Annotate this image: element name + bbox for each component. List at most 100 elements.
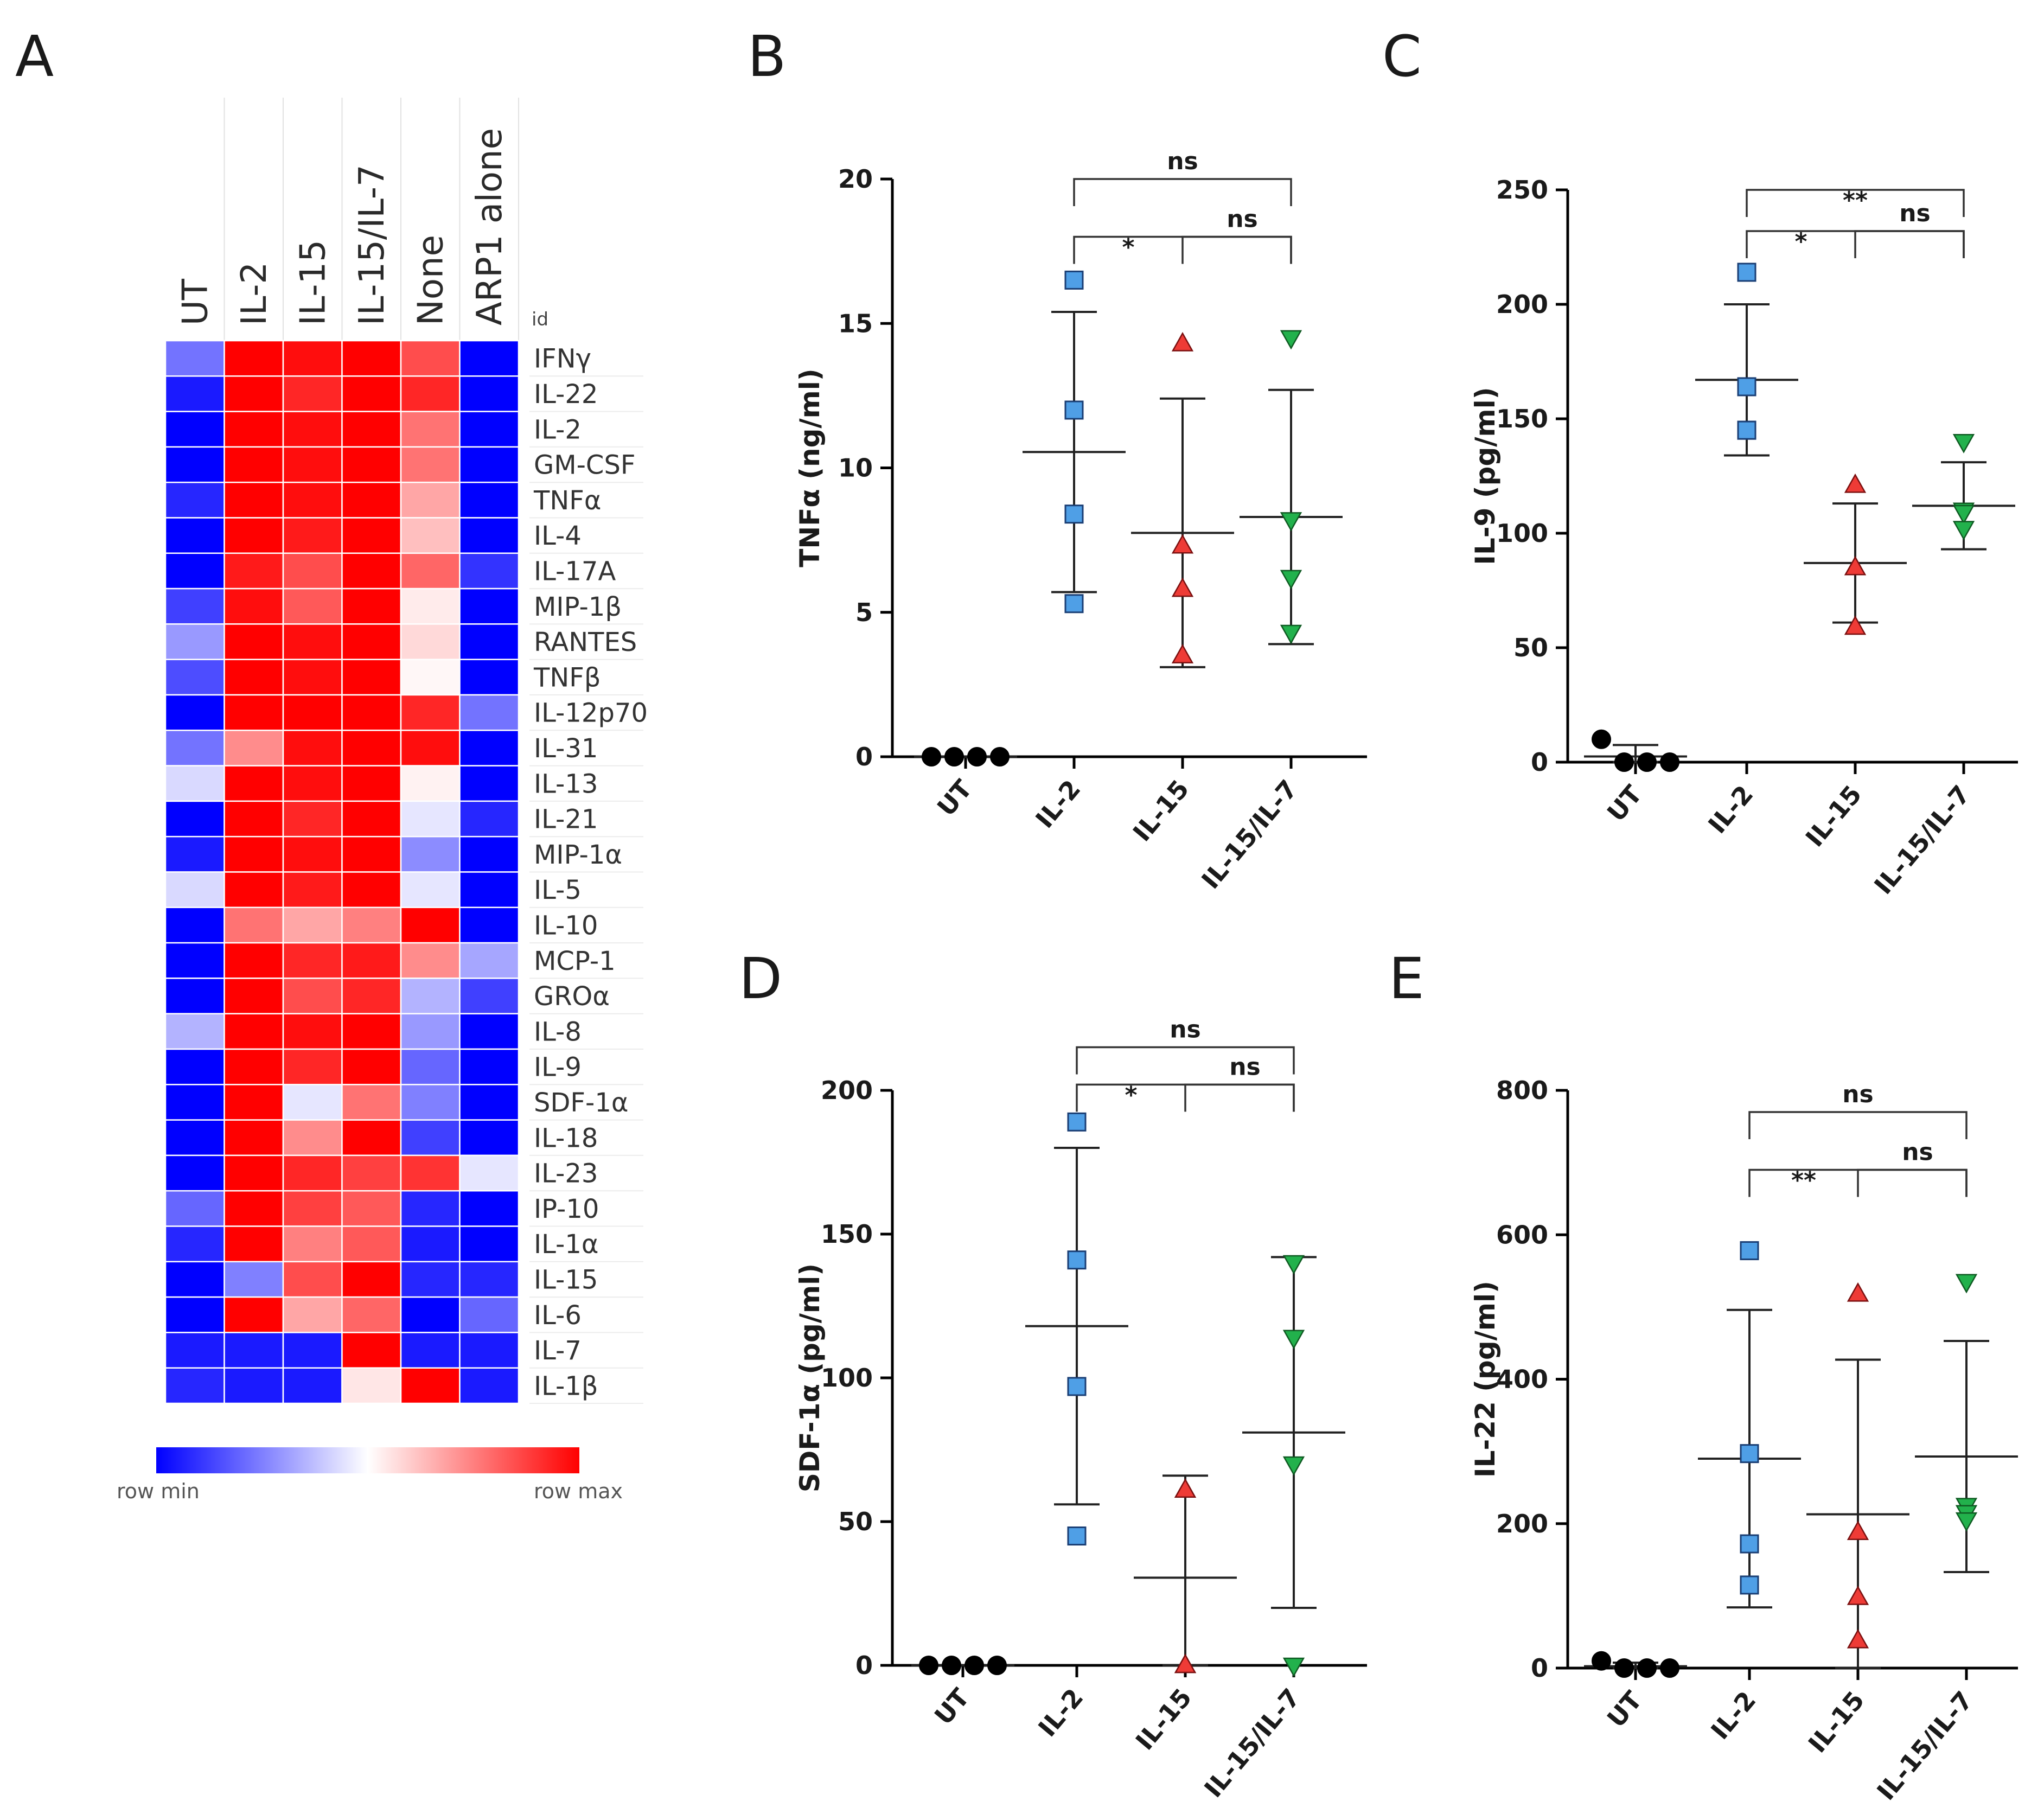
heatmap-row-label: IL-9 (534, 1052, 582, 1083)
heatmap-cell (164, 1261, 225, 1298)
data-point (1952, 504, 1975, 525)
heatmap-row-label: IL-6 (534, 1300, 582, 1331)
heatmap: UT IL-2 IL-15 IL-15/IL-7 None ARP1 alone… (117, 98, 648, 1503)
heatmap-row-label: IL-13 (534, 769, 598, 799)
heatmap-cell (341, 1296, 402, 1333)
data-point (1064, 504, 1084, 524)
heatmap-cell (341, 1367, 402, 1404)
heatmap-cell (400, 800, 461, 838)
heatmap-cell (341, 481, 402, 519)
heatmap-cell (400, 1261, 461, 1298)
y-tick-label: 0 (855, 1651, 873, 1680)
heatmap-cell (400, 1367, 461, 1404)
data-point (1280, 330, 1302, 350)
heatmap-cell (341, 694, 402, 731)
heatmap-cell (459, 340, 520, 377)
heatmap-cell (164, 517, 225, 554)
data-point (1171, 331, 1194, 352)
heatmap-cell (400, 1084, 461, 1121)
heatmap-cell (223, 1225, 284, 1263)
data-point (1067, 1112, 1087, 1132)
heatmap-cell (400, 765, 461, 802)
heatmap-cell (459, 835, 520, 873)
heatmap-cell (341, 942, 402, 979)
heatmap-row-label: IFNγ (534, 344, 591, 374)
heatmap-cell (459, 1119, 520, 1157)
heatmap-row-label: IL-18 (534, 1123, 598, 1153)
heatmap-cell (282, 552, 343, 590)
heatmap-row-labels: IFNγ IL-22 IL-2 GM-CSF TNFα IL-4 IL-17A MIP-1β R… (529, 344, 648, 1404)
data-point (1844, 615, 1867, 635)
heatmap-cell (223, 730, 284, 767)
data-point (1952, 521, 1975, 541)
y-tick-label: 250 (1496, 175, 1548, 205)
data-point (1067, 1250, 1087, 1270)
data-point (964, 1656, 984, 1675)
heatmap-cell (459, 1296, 520, 1333)
heatmap-cell (341, 340, 402, 377)
heatmap-cell (459, 1225, 520, 1263)
heatmap-cell (282, 835, 343, 873)
heatmap-cell (400, 1190, 461, 1227)
data-point (1171, 577, 1194, 597)
heatmap-cell (164, 1190, 225, 1227)
heatmap-row-label: IL-17A (534, 556, 616, 586)
heatmap-cell (282, 411, 343, 448)
heatmap-cell (223, 800, 284, 838)
heatmap-cell (459, 623, 520, 660)
heatmap-cell (400, 978, 461, 1014)
heatmap-cell (341, 800, 402, 838)
heatmap-cell (400, 517, 461, 554)
heatmap-cell (459, 1013, 520, 1050)
heatmap-cell (459, 446, 520, 483)
data-point (1171, 534, 1194, 554)
data-point (1740, 1444, 1759, 1464)
data-point (1660, 752, 1679, 772)
panel-letter-d: D (739, 946, 782, 1012)
data-point (1592, 729, 1611, 749)
heatmap-cell (282, 375, 343, 412)
data-point (1614, 1658, 1634, 1678)
heatmap-cell (400, 835, 461, 873)
heatmap-cell (459, 871, 520, 909)
significance-label: ns (1229, 1053, 1261, 1081)
heatmap-cell (459, 800, 520, 838)
heatmap-cell (400, 340, 461, 377)
heatmap-row-label: SDF-1α (534, 1088, 629, 1118)
heatmap-cell (164, 659, 225, 696)
heatmap-cell (459, 1261, 520, 1298)
heatmap-row-label: MCP-1 (534, 946, 616, 976)
heatmap-cell (282, 730, 343, 767)
data-point (1174, 1653, 1197, 1674)
heatmap-cell (164, 765, 225, 802)
y-tick-label: 800 (1496, 1076, 1548, 1105)
heatmap-cell (223, 517, 284, 554)
heatmap-cell (164, 340, 225, 377)
heatmap-cell (223, 375, 284, 412)
heatmap-cell (400, 1296, 461, 1333)
heatmap-cell (223, 587, 284, 625)
heatmap-cell (341, 1190, 402, 1227)
heatmap-cell (223, 942, 284, 979)
heatmap-cell (164, 587, 225, 625)
significance-bracket (1073, 178, 1292, 206)
heatmap-cell (400, 694, 461, 731)
heatmap-cell (341, 1225, 402, 1263)
heatmap-cell (400, 1225, 461, 1263)
heatmap-cell (400, 1048, 461, 1085)
heatmap-cell (341, 411, 402, 448)
heatmap-row-label: IL-7 (534, 1336, 582, 1366)
heatmap-row-label: IL-31 (534, 733, 598, 764)
heatmap-cell (341, 446, 402, 483)
y-tick-label: 600 (1496, 1220, 1548, 1249)
data-point (1844, 473, 1867, 493)
data-point (1637, 752, 1657, 772)
heatmap-cell (341, 1084, 402, 1121)
y-axis-title: SDF-1α (pg/ml) (794, 1263, 826, 1492)
y-axis-title: IL-22 (pg/ml) (1470, 1281, 1501, 1478)
significance-label: ns (1902, 1138, 1933, 1166)
heatmap-column-labels: UT IL-2 IL-15 IL-15/IL-7 None ARP1 alone (175, 128, 510, 325)
data-point (942, 1656, 961, 1675)
data-point (944, 747, 964, 767)
y-tick-label: 150 (821, 1219, 873, 1249)
